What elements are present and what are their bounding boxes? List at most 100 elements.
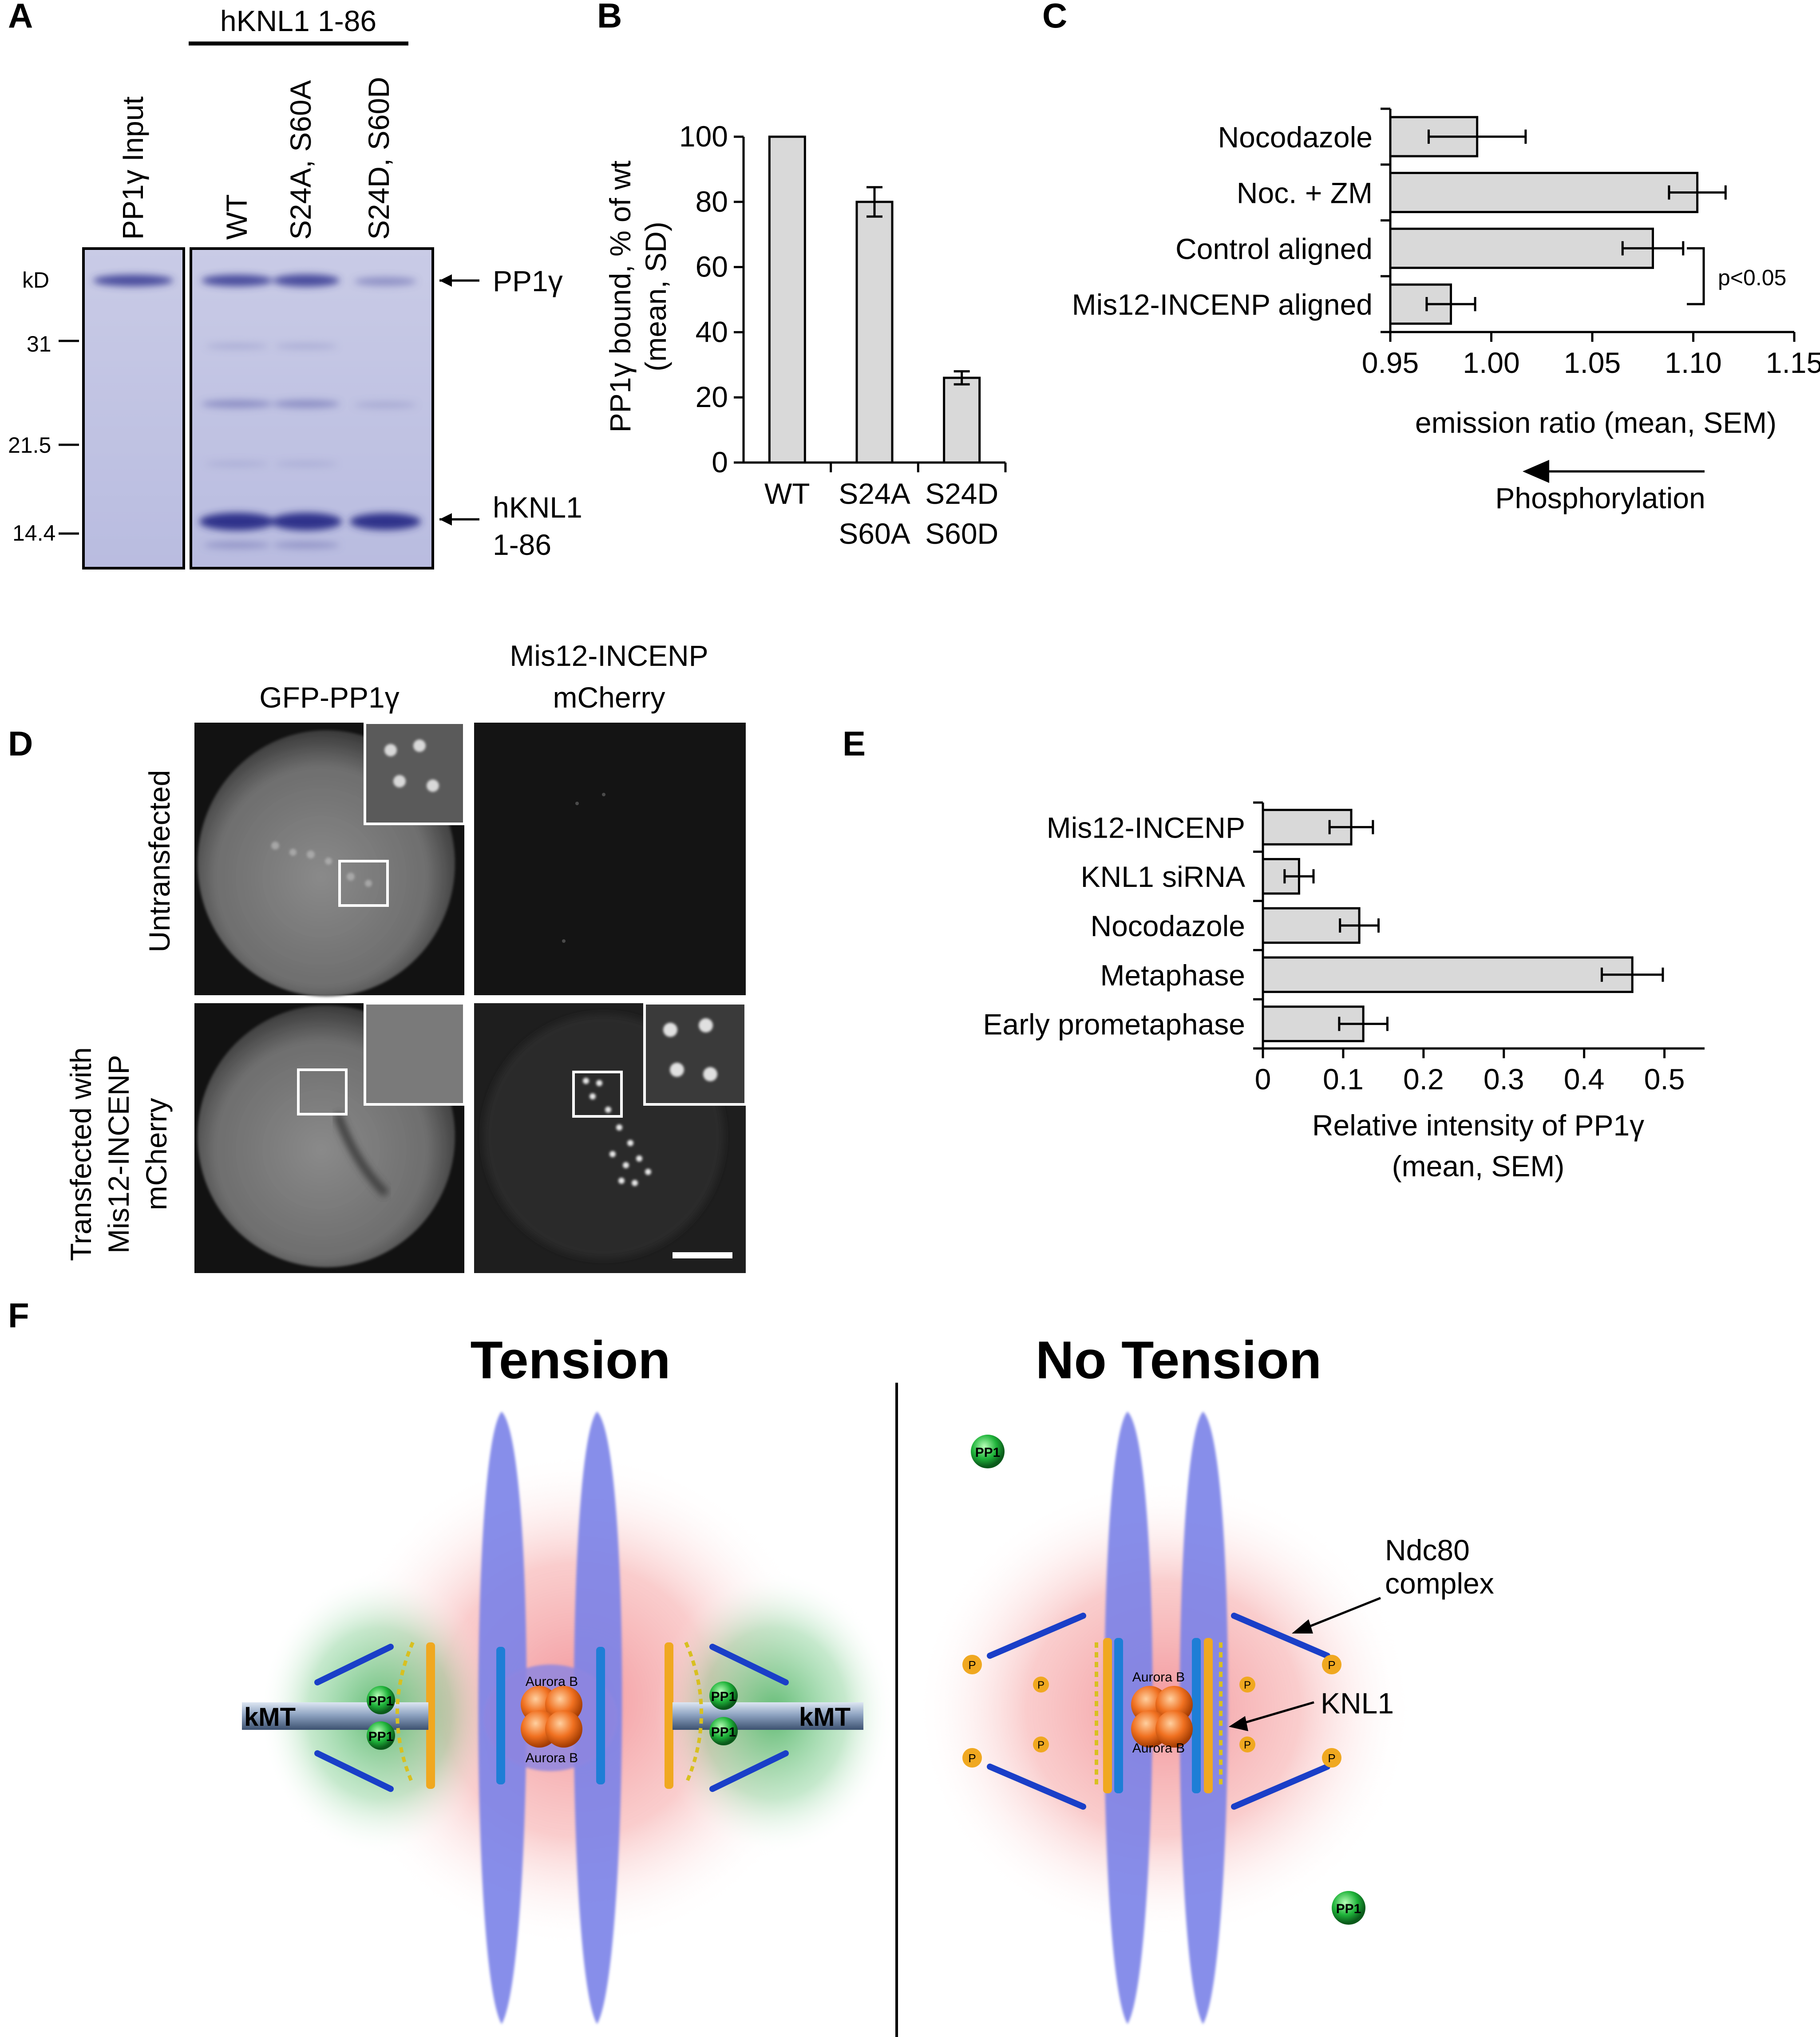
f-title-no-tension: No Tension [1036,1330,1321,1390]
p-label-3: P [1328,1658,1335,1672]
arrow-pp1-head [439,274,452,287]
panel-c: C 0.95 1.00 1.05 1.10 1.15 Nocodazole Noc. + Z… [1042,0,1820,514]
c-significance-label: p<0.05 [1718,265,1786,290]
c-category-label: Noc. + ZM [1237,177,1373,210]
pp1-label-free-1: PP1 [975,1445,1001,1460]
ladder-14-4: 14.4 [12,521,55,546]
f-title-tension: Tension [470,1330,670,1390]
panel-d-letter: D [8,724,33,763]
e-category-label: Early prometaphase [983,1008,1245,1041]
gel-group-label: hKNL1 1-86 [220,4,376,37]
knl1-arrow-head [1229,1716,1248,1731]
micrograph-untransfected-mcherry [474,723,746,995]
c-x-tick-label: 1.10 [1665,346,1721,379]
aurora-b-complex-2 [1131,1686,1193,1748]
b-category-label: S60A [839,517,910,550]
knl1-left [396,1641,415,1785]
b-category-label: S60D [925,517,998,550]
p-label-6: P [1037,1739,1045,1751]
e-xlabel-line1: Relative intensity of PP1γ [1312,1109,1644,1142]
c-category-label: Control aligned [1175,232,1373,265]
phosphorylation-arrow-head [1523,460,1549,483]
tension-diagram: Aurora B Aurora B kMT kMT PP1 PP1 [242,1412,894,2024]
band-label-hknl1: hKNL1 [493,491,582,524]
p-label-4: P [1328,1752,1335,1765]
panel-f-letter: F [8,1296,29,1335]
pp1-free-2: PP1 [1332,1891,1365,1925]
c-bar [1389,283,1452,325]
d-col-label-mis12: Mis12-INCENP [510,639,708,672]
d-row-label-transfected-1: Transfected with [64,1047,97,1261]
ndc80-label-line2: complex [1385,1567,1494,1600]
b-y-tick-label: 0 [712,446,728,479]
c-x-tick-label: 1.15 [1766,346,1820,379]
b-bar [768,135,806,464]
inner-kinetochore-right [596,1647,605,1784]
e-x-tick-label: 0.3 [1484,1063,1524,1096]
b-bar [855,201,894,464]
aurora-label-4: Aurora B [1132,1741,1185,1756]
pp1-label-4: PP1 [711,1725,736,1740]
panel-d: D GFP-PP1γ Mis12-INCENP mCherry Untransf… [8,639,747,1273]
ndc80-left [314,1644,394,1792]
c-category-label: Mis12-INCENP aligned [1072,288,1373,321]
lane-label-s24d-s60d: S24D, S60D [362,77,395,240]
c-xlabel: emission ratio (mean, SEM) [1415,406,1776,439]
ladder-31: 31 [27,332,51,356]
e-category-label: Mis12-INCENP [1047,811,1245,844]
p-label-1: P [968,1658,976,1672]
aurora-label-bottom: Aurora B [526,1751,578,1765]
panel-e-letter: E [843,724,866,763]
chart-b: 0 20 40 60 80 100 WT S24A S60A S24D S60D [679,120,1007,550]
panel-b-letter: B [597,0,622,35]
e-x-tick-label: 0.2 [1403,1063,1444,1096]
e-category-label: KNL1 siRNA [1081,860,1245,893]
ndc80-label-line1: Ndc80 [1385,1534,1470,1566]
b-bar [943,376,981,464]
c-x-tick-label: 1.00 [1463,346,1519,379]
panel-b: B PP1γ bound, % of wt (mean, SD) 0 20 40 60… [597,0,1007,550]
pp1-bound-right: PP1 PP1 [709,1681,738,1745]
outer-kinetochore-4 [1204,1638,1213,1793]
panel-f: F Tension No Tension Aurora B Aurora B [8,1296,1494,2037]
e-x-tick-label: 0.4 [1564,1063,1605,1096]
micrograph-transfected-gfp [194,1002,466,1273]
c-x-tick-label: 1.05 [1564,346,1621,379]
b-ylabel-line1: PP1γ bound, % of wt [604,161,637,433]
aurora-b-complex [521,1686,582,1748]
e-xlabel-line2: (mean, SEM) [1392,1150,1565,1183]
gel-image [82,247,434,570]
knl1-right [684,1641,703,1785]
phosphorylation-label: Phosphorylation [1495,482,1705,514]
ndc80-3 [987,1613,1330,1810]
pp1-label-1: PP1 [368,1694,394,1709]
ladder-21-5: 21.5 [8,433,51,458]
panel-a: A hKNL1 1-86 PP1γ Input WT S24A, S60A S2… [8,0,582,570]
b-y-tick-label: 40 [696,315,728,348]
aurora-label-3: Aurora B [1132,1670,1185,1685]
chart-c: 0.95 1.00 1.05 1.10 1.15 Nocodazole Noc. + ZM C… [1072,107,1820,379]
e-x-tick-label: 0 [1255,1063,1271,1096]
ndc80-arrow [1302,1597,1381,1630]
pp1-free-1: PP1 [971,1435,1005,1468]
lane-label-input: PP1γ Input [116,96,149,240]
panel-a-letter: A [8,0,33,35]
inner-kinetochore-left [496,1647,505,1784]
p-label-2: P [968,1752,976,1765]
kmt-left [242,1702,428,1730]
b-category-label: WT [764,477,810,510]
b-y-tick-label: 100 [679,120,728,153]
c-bar [1389,227,1654,269]
band-label-1-86: 1-86 [493,528,551,561]
no-tension-diagram: Aurora B Aurora B P P P P P P P [914,1412,1494,2024]
micrograph-untransfected-gfp [194,721,466,997]
pp1-label-free-2: PP1 [1336,1902,1361,1916]
pp1-label-3: PP1 [711,1689,736,1704]
d-row-label-transfected-2: Mis12-INCENP [102,1055,135,1253]
outer-kinetochore-left [426,1642,435,1789]
b-y-tick-label: 80 [696,185,728,218]
p-label-7: P [1244,1679,1251,1691]
e-x-tick-label: 0.5 [1644,1063,1685,1096]
ndc80-arrow-head [1292,1619,1313,1634]
